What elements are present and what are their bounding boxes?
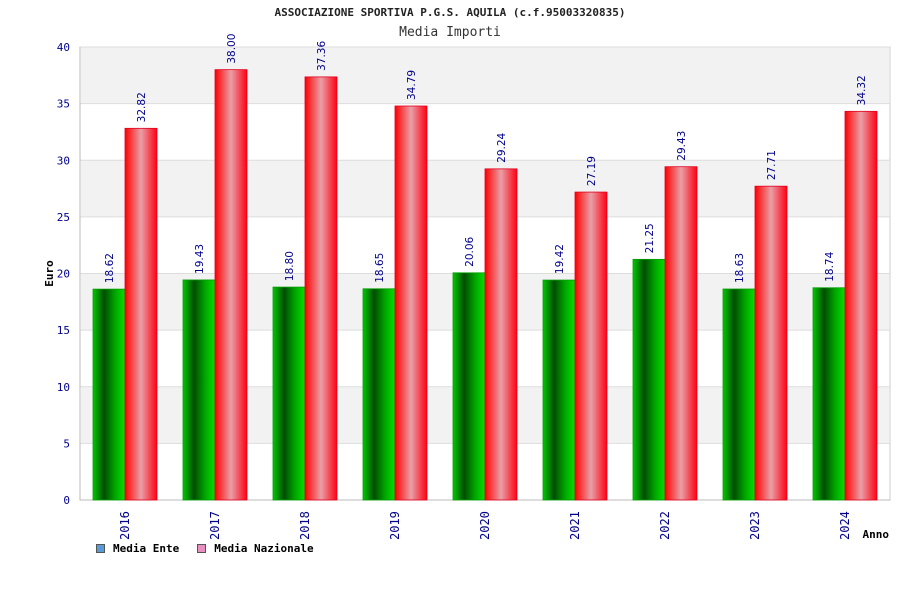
y-tick-label: 20 [57,268,70,281]
data-label-nazionale-2021: 27.19 [586,156,598,186]
x-tick-label: 2021 [568,511,582,540]
data-label-ente-2016: 18.62 [104,253,116,283]
bar-ente-2022 [632,258,666,501]
y-axis-label: Euro [43,260,56,287]
data-label-nazionale-2018: 37.36 [316,41,328,71]
data-label-ente-2019: 18.65 [374,253,386,283]
bar-ente-2020 [452,272,486,501]
data-label-ente-2023: 18.63 [734,253,746,283]
legend-swatch-media-nazionale [197,544,207,553]
bar-nazionale-2016 [124,127,158,501]
x-axis-label: Anno [863,528,890,541]
x-tick-label: 2022 [658,511,672,540]
chart-title: ASSOCIAZIONE SPORTIVA P.G.S. AQUILA (c.f… [274,6,626,19]
bar-nazionale-2024 [844,110,878,501]
x-tick-label: 2019 [388,511,402,540]
bar-ente-2024 [812,287,846,501]
bar-ente-2021 [542,279,576,501]
x-tick-label: 2016 [118,511,132,540]
legend-item-media-ente: Media Ente [96,542,179,555]
bar-nazionale-2021 [574,191,608,501]
x-tick-label: 2020 [478,511,492,540]
legend: Media Ente Media Nazionale [96,542,332,555]
bar-nazionale-2023 [754,185,788,501]
data-label-nazionale-2024: 34.32 [856,75,868,105]
data-label-nazionale-2019: 34.79 [406,70,418,100]
data-label-ente-2017: 19.43 [194,244,206,274]
y-tick-label: 5 [63,437,70,450]
y-tick-label: 35 [57,98,70,111]
y-tick-label: 0 [63,494,70,507]
bar-ente-2019 [362,288,396,501]
y-tick-label: 30 [57,154,70,167]
bar-ente-2016 [92,288,126,501]
x-tick-label: 2018 [298,511,312,540]
data-label-nazionale-2023: 27.71 [766,150,778,180]
bar-nazionale-2017 [214,69,248,501]
data-label-ente-2022: 21.25 [644,223,656,253]
y-tick-label: 40 [57,41,70,54]
bar-nazionale-2022 [664,166,698,501]
data-label-ente-2024: 18.74 [824,251,836,281]
bar-nazionale-2020 [484,168,518,501]
legend-label-media-ente: Media Ente [113,542,180,555]
y-tick-label: 25 [57,211,70,224]
data-label-ente-2020: 20.06 [464,236,476,266]
data-label-nazionale-2017: 38.00 [226,34,238,64]
data-label-nazionale-2022: 29.43 [676,131,688,161]
data-label-ente-2021: 19.42 [554,244,566,274]
legend-item-media-nazionale: Media Nazionale [197,542,314,555]
bar-ente-2017 [182,279,216,501]
chart-subtitle: Media Importi [399,25,501,40]
x-tick-label: 2024 [838,511,852,540]
legend-swatch-media-ente [96,544,105,553]
data-label-nazionale-2020: 29.24 [496,132,508,162]
bar-ente-2023 [722,288,756,501]
y-tick-label: 15 [57,324,70,337]
data-label-nazionale-2016: 32.82 [136,92,148,122]
bar-nazionale-2019 [394,105,428,501]
x-tick-label: 2023 [748,511,762,540]
x-tick-label: 2017 [208,511,222,540]
bar-ente-2018 [272,286,306,501]
data-label-ente-2018: 18.80 [284,251,296,281]
bar-nazionale-2018 [304,76,338,501]
legend-label-media-nazionale: Media Nazionale [214,542,314,555]
grid-band [81,47,889,104]
y-tick-label: 10 [57,381,70,394]
